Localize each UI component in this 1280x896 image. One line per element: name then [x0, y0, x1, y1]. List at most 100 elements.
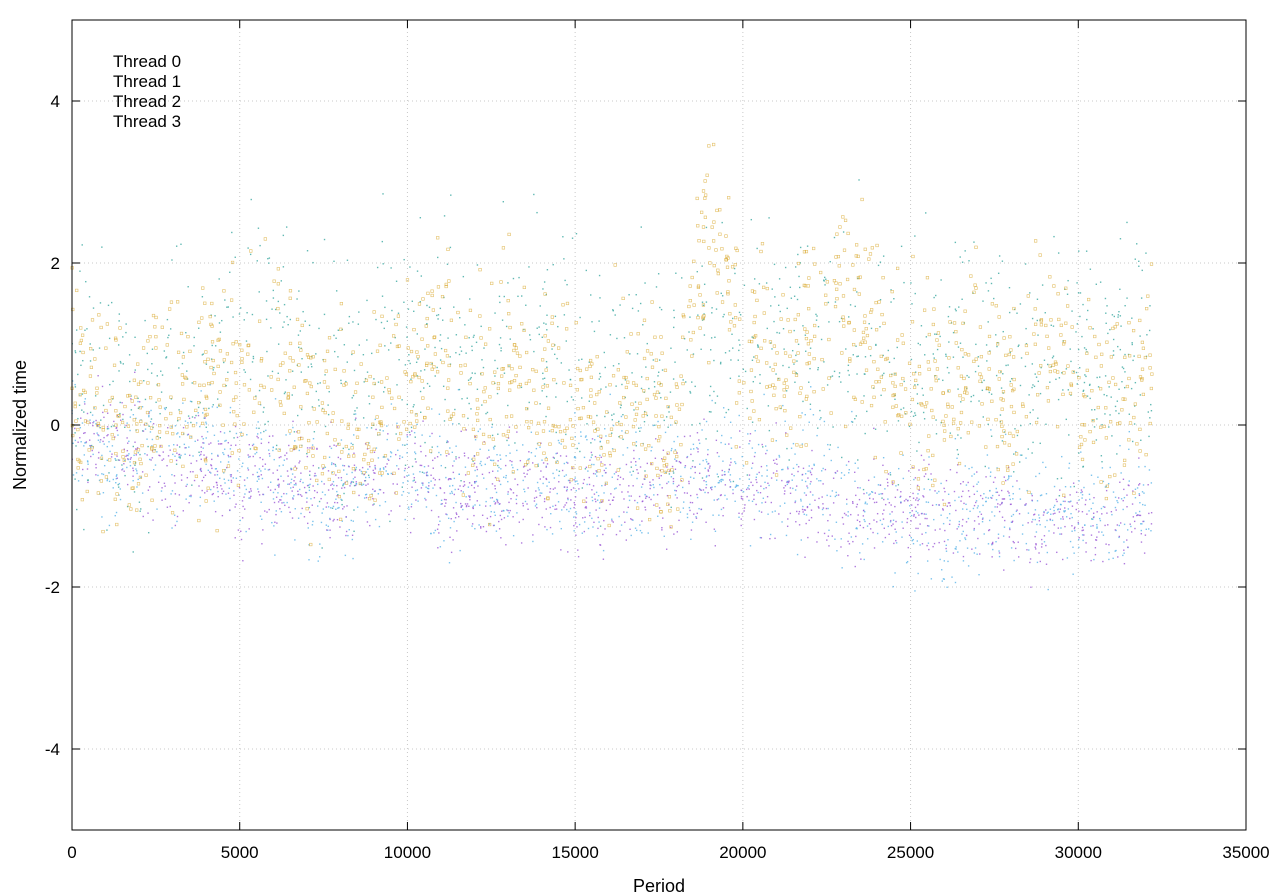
data-point — [673, 440, 675, 443]
data-point — [288, 444, 290, 447]
data-point — [1149, 262, 1154, 266]
data-point — [964, 250, 966, 252]
data-point — [1036, 319, 1039, 322]
data-point — [907, 546, 909, 549]
data-point — [283, 392, 286, 395]
data-point — [96, 491, 100, 495]
data-point — [1017, 556, 1020, 558]
data-point — [184, 447, 186, 449]
data-point — [392, 483, 394, 485]
data-point — [102, 473, 105, 476]
data-point — [346, 480, 348, 482]
data-point — [1060, 533, 1063, 535]
data-point — [312, 464, 314, 467]
data-point — [1126, 221, 1128, 224]
data-point — [276, 267, 280, 271]
data-point — [650, 365, 655, 369]
data-point — [545, 323, 547, 325]
data-point — [598, 320, 600, 322]
data-point — [569, 481, 571, 484]
data-point — [1071, 516, 1073, 519]
data-point — [973, 529, 975, 531]
data-point — [552, 505, 554, 507]
data-point — [103, 436, 105, 439]
data-point — [101, 246, 103, 248]
data-point — [1005, 465, 1010, 469]
data-point — [914, 384, 916, 386]
data-point — [728, 350, 731, 352]
data-point — [1096, 376, 1098, 379]
data-point — [396, 465, 398, 467]
data-point — [85, 489, 89, 494]
data-point — [977, 481, 980, 483]
data-point — [806, 487, 809, 489]
data-point — [203, 417, 205, 419]
data-point — [155, 401, 157, 404]
data-point — [889, 513, 891, 515]
data-point — [508, 512, 510, 514]
data-point — [708, 467, 711, 469]
data-point — [1085, 499, 1087, 501]
data-point — [364, 494, 367, 496]
data-point — [81, 474, 84, 477]
data-point — [396, 422, 398, 425]
data-point — [675, 460, 677, 462]
data-point — [1083, 438, 1087, 442]
data-point — [188, 446, 190, 448]
data-point — [247, 343, 251, 347]
data-point — [272, 472, 274, 474]
data-point — [638, 458, 640, 460]
data-point — [1137, 484, 1140, 486]
data-point — [516, 512, 518, 514]
data-point — [771, 368, 775, 372]
data-point — [659, 383, 663, 387]
data-point — [242, 505, 244, 508]
data-point — [599, 544, 601, 546]
data-point — [789, 512, 792, 515]
data-point — [1070, 360, 1072, 363]
data-point — [644, 282, 646, 284]
data-point — [1144, 465, 1146, 468]
data-point — [176, 433, 178, 435]
data-point — [803, 327, 807, 331]
data-point — [729, 377, 732, 380]
data-point — [498, 528, 501, 530]
data-point — [1145, 528, 1147, 531]
data-point — [526, 503, 528, 505]
data-point — [901, 341, 905, 345]
data-point — [717, 476, 719, 478]
data-point — [676, 485, 678, 488]
data-point — [717, 482, 720, 484]
data-point — [1088, 384, 1091, 386]
data-point — [93, 357, 97, 361]
data-point — [508, 426, 511, 428]
data-point — [357, 427, 361, 432]
data-point — [117, 459, 119, 461]
data-point — [230, 451, 234, 455]
data-point — [325, 349, 330, 353]
data-point — [150, 498, 154, 502]
data-point — [690, 538, 692, 541]
data-point — [914, 378, 918, 383]
data-point — [355, 435, 360, 439]
data-point — [835, 232, 839, 236]
data-point — [106, 434, 108, 437]
data-point — [351, 538, 354, 541]
data-point — [690, 354, 694, 358]
data-point — [1092, 525, 1094, 527]
data-point — [311, 524, 314, 526]
data-point — [516, 431, 518, 433]
data-point — [801, 473, 804, 476]
data-point — [805, 494, 807, 496]
data-point — [497, 501, 499, 504]
data-point — [778, 278, 781, 280]
data-point — [74, 427, 76, 430]
data-point — [782, 388, 786, 392]
data-point — [994, 506, 996, 508]
data-point — [101, 529, 105, 534]
data-point — [201, 489, 203, 492]
data-point — [881, 523, 883, 526]
data-point — [352, 490, 356, 495]
data-point — [1016, 434, 1019, 437]
data-point — [693, 477, 695, 479]
